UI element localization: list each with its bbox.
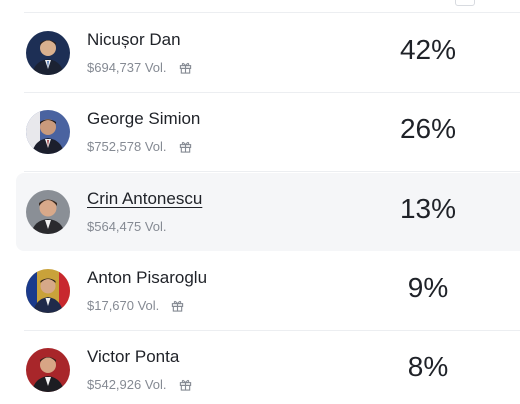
candidate-name[interactable]: Victor Ponta <box>87 347 180 366</box>
outcome-row-george-simion[interactable]: George Simion $752,578 Vol. 26% <box>16 93 520 171</box>
candidate-avatar <box>26 269 70 313</box>
outcome-row-crin-antonescu[interactable]: Crin Antonescu $564,475 Vol. 13% <box>16 173 520 251</box>
divider <box>24 171 520 172</box>
volume-text: $752,578 Vol. <box>87 139 167 154</box>
gift-icon[interactable] <box>179 378 192 391</box>
header-checkbox[interactable] <box>455 0 475 6</box>
outcome-percentage: 13% <box>399 193 457 224</box>
candidate-avatar <box>26 348 70 392</box>
volume: $694,737 Vol. <box>87 60 192 75</box>
outcome-percentage: 9% <box>407 272 449 303</box>
volume: $542,926 Vol. <box>87 377 192 392</box>
volume-text: $17,670 Vol. <box>87 298 160 313</box>
divider <box>24 12 520 13</box>
candidate-name[interactable]: Nicușor Dan <box>87 30 181 49</box>
candidate-name[interactable]: George Simion <box>87 109 201 128</box>
divider <box>24 330 520 331</box>
outcome-percentage: 8% <box>407 351 449 382</box>
volume-text: $694,737 Vol. <box>87 60 167 75</box>
divider <box>24 92 520 93</box>
outcome-percentage: 26% <box>399 113 457 144</box>
gift-icon[interactable] <box>179 140 192 153</box>
volume-text: $542,926 Vol. <box>87 377 167 392</box>
candidate-avatar <box>26 31 70 75</box>
volume: $564,475 Vol. <box>87 219 167 234</box>
volume: $752,578 Vol. <box>87 139 192 154</box>
volume-text: $564,475 Vol. <box>87 219 167 234</box>
outcome-row-nicusor-dan[interactable]: Nicușor Dan $694,737 Vol. 42% <box>16 14 520 92</box>
outcome-percentage: 42% <box>399 34 457 65</box>
outcome-row-anton-pisaroglu[interactable]: Anton Pisaroglu $17,670 Vol. 9% <box>16 252 520 330</box>
volume: $17,670 Vol. <box>87 298 184 313</box>
gift-icon[interactable] <box>179 61 192 74</box>
candidate-name[interactable]: Anton Pisaroglu <box>87 268 208 287</box>
gift-icon[interactable] <box>171 299 184 312</box>
outcome-row-victor-ponta[interactable]: Victor Ponta $542,926 Vol. 8% <box>16 331 520 404</box>
candidate-avatar <box>26 190 70 234</box>
candidate-avatar <box>26 110 70 154</box>
candidate-name[interactable]: Crin Antonescu <box>87 189 203 208</box>
